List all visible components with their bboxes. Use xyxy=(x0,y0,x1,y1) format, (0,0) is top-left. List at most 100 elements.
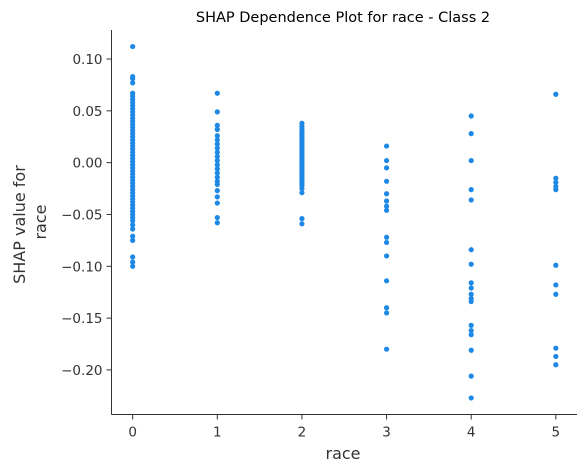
data-point xyxy=(130,254,136,260)
data-point xyxy=(214,145,220,151)
data-point xyxy=(214,194,220,200)
data-point xyxy=(553,353,559,360)
x-tick-label: 4 xyxy=(467,425,476,441)
data-point xyxy=(383,178,390,184)
data-point xyxy=(468,327,474,334)
data-point xyxy=(383,310,390,316)
data-point xyxy=(214,90,220,96)
data-point xyxy=(299,216,305,222)
data-point xyxy=(383,165,390,171)
data-point xyxy=(214,181,220,188)
data-point xyxy=(553,179,559,185)
data-point xyxy=(553,187,559,193)
y-tick-label: −0.10 xyxy=(61,259,102,275)
x-tick-label: 2 xyxy=(298,425,307,441)
y-tick-label: −0.20 xyxy=(61,363,102,379)
data-point xyxy=(130,226,136,232)
data-point xyxy=(383,157,390,164)
data-point xyxy=(468,247,474,253)
data-point xyxy=(383,143,390,149)
data-point xyxy=(130,233,136,239)
data-point xyxy=(383,203,390,209)
data-points xyxy=(130,43,559,401)
data-point xyxy=(468,187,474,193)
data-point xyxy=(214,133,220,139)
data-point xyxy=(130,259,136,265)
data-point xyxy=(468,322,474,328)
data-point xyxy=(468,291,474,297)
data-point xyxy=(383,278,390,284)
y-axis-label-line-1: SHAP value for xyxy=(10,165,29,284)
data-point xyxy=(468,261,474,267)
data-point xyxy=(553,282,559,288)
data-point xyxy=(214,170,220,176)
data-point xyxy=(214,174,220,180)
data-point xyxy=(214,141,220,147)
data-point xyxy=(214,153,220,160)
data-point xyxy=(468,347,474,353)
data-point xyxy=(130,237,136,243)
data-point xyxy=(468,113,474,119)
y-axis-label-line-2: race xyxy=(31,204,50,239)
data-point xyxy=(468,280,474,286)
data-point xyxy=(214,200,220,206)
data-point xyxy=(130,80,136,86)
data-point xyxy=(214,122,220,128)
data-point xyxy=(468,197,474,203)
data-point xyxy=(553,175,559,181)
x-axis-label: race xyxy=(325,444,360,463)
data-point xyxy=(214,166,220,172)
data-point xyxy=(553,291,559,297)
x-tick-label: 1 xyxy=(213,425,222,441)
data-point xyxy=(468,131,474,137)
y-tick-label: 0.05 xyxy=(72,104,102,120)
y-tick-label: 0.00 xyxy=(72,156,102,172)
y-tick-label: 0.10 xyxy=(72,52,102,68)
x-tick-label: 3 xyxy=(382,425,391,441)
data-point xyxy=(214,126,220,133)
data-point xyxy=(299,190,305,196)
x-tick-label: 0 xyxy=(128,425,137,441)
data-point xyxy=(553,91,559,97)
data-point xyxy=(299,185,305,192)
data-point xyxy=(383,253,390,259)
data-point xyxy=(130,218,136,224)
data-point xyxy=(468,157,474,164)
data-point xyxy=(383,234,390,240)
data-point xyxy=(553,345,559,351)
data-point xyxy=(214,149,220,155)
data-point xyxy=(383,239,390,246)
data-point xyxy=(299,221,305,227)
data-point xyxy=(383,191,390,197)
x-axis-ticks: 0 1 2 3 4 5 xyxy=(128,414,561,441)
data-point xyxy=(130,43,136,50)
data-point xyxy=(553,262,559,268)
data-point xyxy=(468,395,474,401)
data-point xyxy=(214,162,220,168)
data-point xyxy=(130,263,136,269)
chart-title: SHAP Dependence Plot for race - Class 2 xyxy=(196,10,490,26)
data-point xyxy=(130,222,136,228)
y-axis-label: SHAP value for race xyxy=(10,160,50,284)
y-axis-ticks: 0.10 0.05 0.00 −0.05 −0.10 −0.15 −0.20 xyxy=(61,52,112,379)
data-point xyxy=(214,214,220,221)
data-point xyxy=(553,362,559,368)
data-point xyxy=(383,305,390,311)
data-point xyxy=(468,285,474,291)
data-point xyxy=(383,198,390,204)
y-tick-label: −0.15 xyxy=(61,311,102,327)
data-point xyxy=(468,332,474,338)
data-point xyxy=(214,137,220,143)
data-point xyxy=(214,157,220,164)
data-point xyxy=(214,220,220,226)
data-point xyxy=(130,76,136,82)
data-point xyxy=(383,346,390,352)
data-point xyxy=(214,109,220,115)
y-tick-label: −0.05 xyxy=(61,207,102,223)
data-point xyxy=(383,207,390,213)
data-point xyxy=(468,373,474,379)
data-point xyxy=(468,298,474,305)
x-tick-label: 5 xyxy=(552,425,561,441)
data-point xyxy=(214,188,220,194)
